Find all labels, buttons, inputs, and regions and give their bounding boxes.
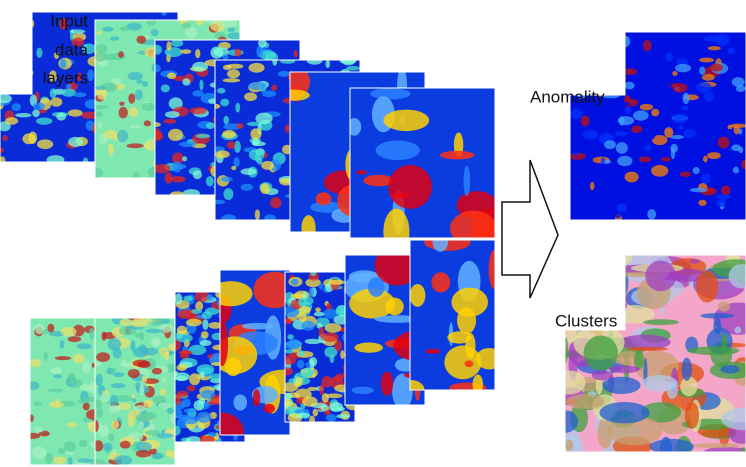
map-layers bbox=[0, 7, 746, 467]
anomality-label: Anomality bbox=[530, 87, 605, 106]
map-layer bbox=[566, 30, 746, 224]
diagram: Input data layers Anomality Clusters bbox=[0, 0, 746, 467]
input-label-line: Input bbox=[50, 11, 88, 30]
input-label-line: data bbox=[55, 40, 89, 59]
input-label-line: layers bbox=[43, 68, 88, 87]
clusters-label: Clusters bbox=[555, 311, 617, 330]
map-layer bbox=[396, 232, 503, 400]
map-layer bbox=[347, 88, 503, 255]
map-layer bbox=[88, 314, 180, 467]
arrow bbox=[502, 160, 558, 298]
map-layer bbox=[541, 244, 746, 467]
